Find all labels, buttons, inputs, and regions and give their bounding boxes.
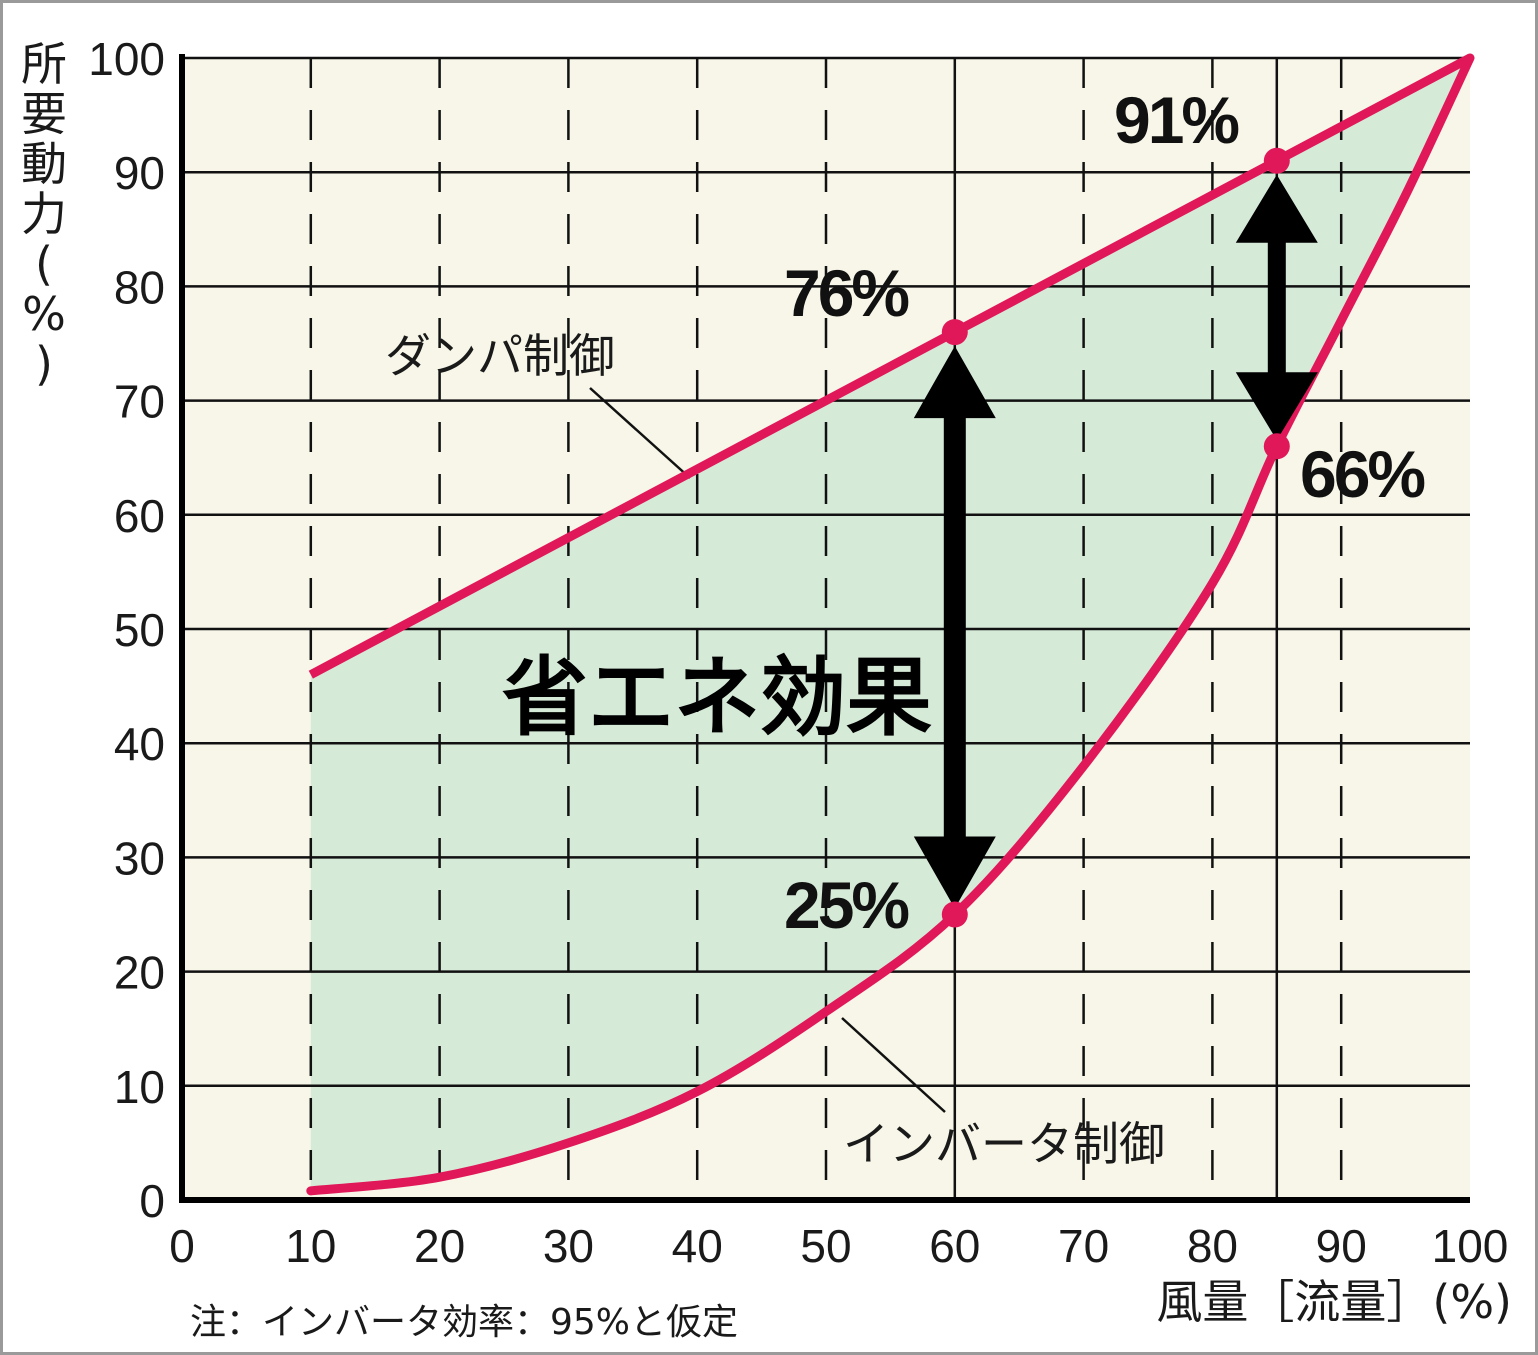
damper-leader-line (589, 387, 691, 479)
region-label: 省エネ効果 (502, 648, 932, 748)
point-label-66%: 66% (1300, 437, 1424, 511)
arrows (913, 174, 1318, 909)
point-85-91 (1263, 147, 1290, 174)
series (306, 53, 1475, 1196)
series-line-damper (308, 54, 1473, 679)
tick-labels: 0 10 20 30 40 50 60 70 80 90 100 0 10 20 30 40 50 60 70 80 9… (88, 33, 1508, 1272)
double-arrow-85 (1235, 174, 1318, 441)
x-tick-label-0: 0 (169, 1220, 195, 1272)
x-tick-label-20: 20 (414, 1220, 465, 1272)
x-tick-label-60: 60 (929, 1220, 980, 1272)
y-tick-label-40: 40 (114, 718, 165, 770)
point-60-76 (941, 319, 968, 346)
y-axis-label-char: 所 (21, 37, 67, 91)
series-label-damper: ダンパ制御 (385, 329, 615, 383)
y-axis-label-char: 動 (21, 137, 67, 191)
point-60-25 (941, 901, 968, 928)
y-axis-label-char: ) (35, 337, 53, 391)
x-axis-label: 風量［流量］(%) (1156, 1275, 1512, 1329)
y-tick-label-60: 60 (114, 490, 165, 542)
x-tick-label-50: 50 (800, 1220, 851, 1272)
highlight-points (941, 147, 1290, 928)
axes (179, 54, 1470, 1203)
point-label-25%: 25% (784, 868, 908, 942)
energy-saving-region (310, 58, 1470, 1191)
y-tick-label-20: 20 (114, 947, 165, 999)
y-tick-label-30: 30 (114, 832, 165, 884)
y-axis-label-char: 要 (21, 87, 67, 141)
y-tick-label-90: 90 (114, 147, 165, 199)
series-label-inverter: インバータ制御 (843, 1117, 1165, 1171)
y-tick-label-80: 80 (114, 261, 165, 313)
y-tick-label-0: 0 (139, 1175, 165, 1227)
x-tick-label-70: 70 (1058, 1220, 1109, 1272)
footnote: 注：インバータ効率：95%と仮定 (190, 1302, 738, 1343)
leader-lines (589, 387, 946, 1113)
point-85-66 (1263, 433, 1290, 460)
y-axis-label-char: % (22, 287, 66, 341)
y-axis-label-char: ( (35, 237, 53, 291)
x-tick-label-30: 30 (543, 1220, 594, 1272)
x-tick-label-10: 10 (285, 1220, 336, 1272)
y-tick-label-10: 10 (114, 1061, 165, 1113)
y-axis-label: 所要動力(%) (21, 37, 67, 391)
y-tick-label-50: 50 (114, 604, 165, 656)
point-label-76%: 76% (784, 256, 908, 330)
y-tick-label-70: 70 (114, 376, 165, 428)
inverter-leader-line (841, 1017, 946, 1113)
x-tick-label-90: 90 (1316, 1220, 1367, 1272)
x-tick-label-80: 80 (1187, 1220, 1238, 1272)
x-tick-label-100: 100 (1432, 1220, 1509, 1272)
y-axis-label-char: 力 (21, 187, 67, 241)
double-arrow-60 (913, 346, 996, 909)
series-line-inverter (306, 53, 1475, 1196)
point-label-91%: 91% (1114, 83, 1238, 157)
x-tick-label-40: 40 (672, 1220, 723, 1272)
y-tick-label-100: 100 (88, 33, 165, 85)
y-axis-label-text: 所要動力(%) (21, 37, 67, 391)
